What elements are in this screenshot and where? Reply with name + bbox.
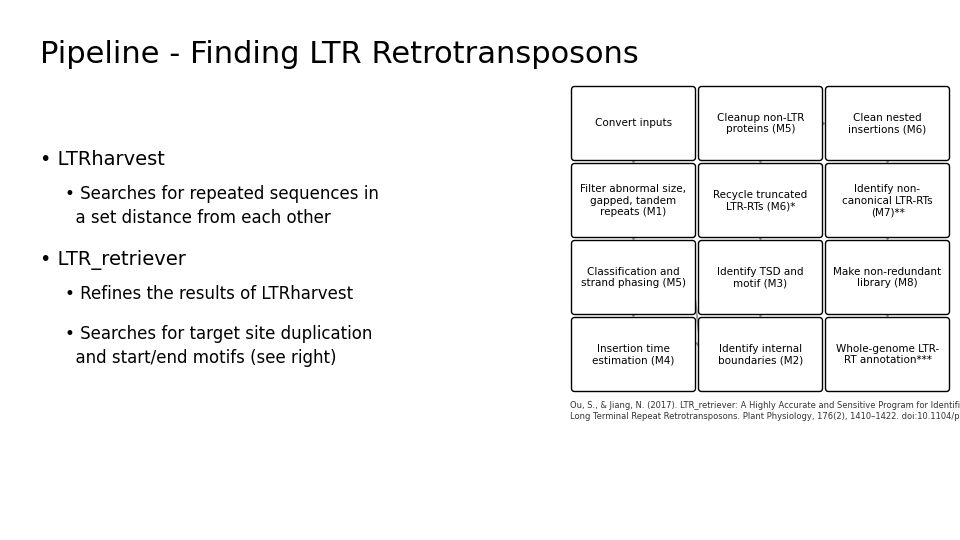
Text: Identify TSD and
motif (M3): Identify TSD and motif (M3) (717, 267, 804, 288)
Text: Filter abnormal size,
gapped, tandem
repeats (M1): Filter abnormal size, gapped, tandem rep… (581, 184, 686, 217)
FancyBboxPatch shape (571, 318, 695, 392)
FancyBboxPatch shape (699, 318, 823, 392)
Text: • LTR_retriever: • LTR_retriever (40, 250, 186, 270)
FancyBboxPatch shape (826, 86, 949, 160)
Text: • Searches for target site duplication
  and start/end motifs (see right): • Searches for target site duplication a… (65, 325, 372, 367)
Text: Recycle truncated
LTR-RTs (M6)*: Recycle truncated LTR-RTs (M6)* (713, 190, 807, 211)
Text: • Refines the results of LTRharvest: • Refines the results of LTRharvest (65, 285, 353, 303)
Text: Whole-genome LTR-
RT annotation***: Whole-genome LTR- RT annotation*** (836, 343, 939, 365)
Text: Identify internal
boundaries (M2): Identify internal boundaries (M2) (718, 343, 804, 365)
FancyBboxPatch shape (571, 240, 695, 314)
Text: Cleanup non-LTR
proteins (M5): Cleanup non-LTR proteins (M5) (717, 113, 804, 134)
Text: Classification and
strand phasing (M5): Classification and strand phasing (M5) (581, 267, 686, 288)
Text: Pipeline - Finding LTR Retrotransposons: Pipeline - Finding LTR Retrotransposons (40, 40, 638, 69)
FancyBboxPatch shape (699, 86, 823, 160)
FancyBboxPatch shape (699, 240, 823, 314)
Text: Clean nested
insertions (M6): Clean nested insertions (M6) (849, 113, 926, 134)
Text: Insertion time
estimation (M4): Insertion time estimation (M4) (592, 343, 675, 365)
Text: • LTRharvest: • LTRharvest (40, 150, 165, 169)
Text: Convert inputs: Convert inputs (595, 118, 672, 129)
Text: Ou, S., & Jiang, N. (2017). LTR_retriever: A Highly Accurate and Sensitive Progr: Ou, S., & Jiang, N. (2017). LTR_retrieve… (570, 401, 960, 421)
FancyBboxPatch shape (826, 164, 949, 238)
FancyBboxPatch shape (571, 86, 695, 160)
Text: • Searches for repeated sequences in
  a set distance from each other: • Searches for repeated sequences in a s… (65, 185, 379, 227)
FancyBboxPatch shape (826, 240, 949, 314)
FancyBboxPatch shape (699, 164, 823, 238)
Text: Identify non-
canonical LTR-RTs
(M7)**: Identify non- canonical LTR-RTs (M7)** (842, 184, 933, 217)
Text: Make non-redundant
library (M8): Make non-redundant library (M8) (833, 267, 942, 288)
FancyBboxPatch shape (571, 164, 695, 238)
FancyBboxPatch shape (826, 318, 949, 392)
